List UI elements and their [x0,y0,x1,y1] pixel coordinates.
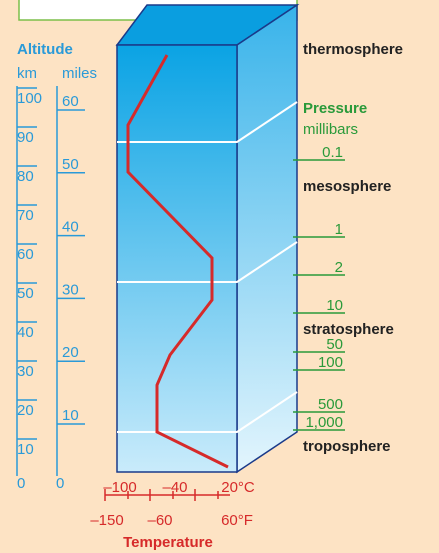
km-tick-label: 10 [17,441,34,458]
pressure-title: Pressure [303,100,367,117]
layer-name: thermosphere [303,41,403,58]
layer-name: mesosphere [303,178,391,195]
miles-tick-label: 40 [62,219,79,236]
pressure-tick-label: 10 [326,297,343,314]
miles-tick-label: 10 [62,407,79,424]
miles-tick-label: 60 [62,93,79,110]
km-tick-label: 70 [17,207,34,224]
celsius-label: 20°C [221,479,255,496]
fahrenheit-label: –150 [90,512,123,529]
pressure-tick-label: 50 [326,336,343,353]
km-tick-label: 20 [17,402,34,419]
celsius-label: –100 [103,479,136,496]
km-tick-label: 80 [17,168,34,185]
pressure-tick-label: 2 [335,259,343,276]
pressure-tick-label: 0.1 [322,144,343,161]
miles-tick-label: 0 [56,475,64,492]
temperature-title: Temperature [123,534,213,551]
layer-name: troposphere [303,438,391,455]
page: {"altitude":{"title":"Altitude","km_labe… [0,0,439,553]
pressure-unit: millibars [303,121,358,138]
layer-name: stratosphere [303,321,394,338]
fahrenheit-label: 60°F [221,512,253,529]
fahrenheit-label: –60 [147,512,172,529]
pressure-tick-label: 500 [318,396,343,413]
pressure-tick-label: 1 [335,221,343,238]
km-tick-label: 100 [17,90,42,107]
box-side [237,5,297,472]
miles-tick-label: 50 [62,156,79,173]
miles-label: miles [62,65,97,82]
km-tick-label: 0 [17,475,25,492]
pressure-tick-label: 1,000 [305,414,343,431]
km-tick-label: 60 [17,246,34,263]
miles-tick-label: 30 [62,281,79,298]
celsius-label: –40 [162,479,187,496]
diagram: 1009080706050403020100 6050403020100 Alt… [0,0,439,553]
km-label: km [17,65,37,82]
km-tick-label: 40 [17,324,34,341]
km-tick-label: 50 [17,285,34,302]
pressure-tick-label: 100 [318,354,343,371]
km-tick-label: 30 [17,363,34,380]
box-front [117,45,237,472]
km-tick-label: 90 [17,129,34,146]
miles-tick-label: 20 [62,344,79,361]
miles-ticks: 60 50 40 30 20 10 0 [56,93,85,492]
altitude-title: Altitude [17,41,73,58]
